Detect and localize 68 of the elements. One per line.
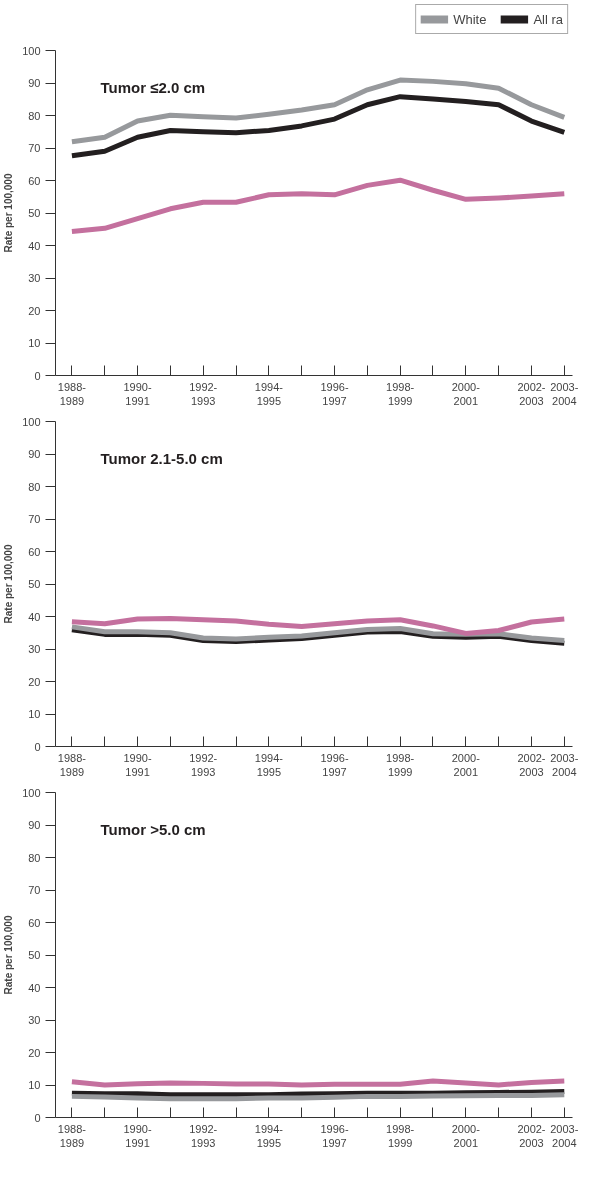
x-tick-label: 2003-2004 (550, 380, 579, 407)
y-tick-label: 40 (28, 610, 41, 623)
legend-label: All ra (533, 11, 563, 27)
x-tick-label: 1998-1999 (386, 380, 415, 407)
y-tick-label: 50 (28, 578, 41, 590)
x-tick-label: 1992-1993 (189, 1122, 218, 1149)
y-tick-label: 10 (28, 708, 41, 720)
x-tick-label: 1998-1999 (386, 1122, 415, 1149)
x-tick-label: 2002-2003 (517, 751, 546, 778)
x-tick-label: 1994-1995 (254, 1122, 284, 1149)
y-tick-label: 70 (28, 513, 41, 525)
y-tick-label: 30 (28, 272, 41, 284)
x-tick-label: 1994-1995 (254, 751, 284, 778)
text: Tumor >5.0 cm (100, 820, 206, 838)
legend-label: White (453, 11, 487, 27)
y-axis-title: Rate per 100,000 (3, 173, 15, 253)
y-tick-label: 50 (28, 207, 41, 219)
y-tick-label: 30 (28, 643, 41, 655)
x-tick-label: 2000-2001 (451, 380, 481, 407)
x-tick-label: 2003-2004 (550, 751, 579, 778)
y-tick-label: 20 (28, 304, 41, 317)
x-tick-label: 1990-1991 (123, 1122, 152, 1149)
y-tick-label: 100 (22, 786, 41, 799)
x-tick-label: 1992-1993 (189, 380, 218, 407)
y-tick-label: 50 (28, 949, 41, 961)
x-tick-label: 1988-1989 (57, 1122, 87, 1149)
x-tick-label: 1996-1997 (320, 1122, 349, 1149)
y-tick-label: 40 (28, 239, 41, 252)
y-tick-label: 60 (28, 916, 41, 929)
x-tick-label: 1994-1995 (254, 380, 284, 407)
x-tick-label: 1992-1993 (189, 751, 218, 778)
y-tick-label: 70 (28, 884, 41, 896)
y-tick-label: 80 (28, 851, 41, 864)
y-tick-label: 30 (28, 1014, 41, 1026)
text: Tumor ≤2.0 cm (100, 78, 206, 96)
x-tick-label: 1996-1997 (320, 751, 349, 778)
x-tick-label: 1998-1999 (386, 751, 415, 778)
y-tick-label: 80 (28, 480, 41, 493)
y-tick-label: 60 (28, 545, 41, 558)
x-tick-label: 1988-1989 (57, 380, 87, 407)
text: Tumor 2.1-5.0 cm (100, 449, 223, 467)
x-tick-label: 2002-2003 (517, 1122, 546, 1149)
y-tick-label: 0 (34, 1111, 41, 1124)
x-tick-label: 2002-2003 (517, 380, 546, 407)
x-tick-label: 1988-1989 (57, 751, 87, 778)
y-tick-label: 90 (28, 819, 41, 831)
y-tick-label: 70 (28, 142, 41, 154)
x-tick-label: 1996-1997 (320, 380, 349, 407)
y-tick-label: 0 (34, 369, 41, 382)
x-tick-label: 2000-2001 (451, 1122, 481, 1149)
x-tick-label: 2003-2004 (550, 1122, 579, 1149)
y-tick-label: 40 (28, 981, 41, 994)
y-tick-label: 10 (28, 1079, 41, 1091)
y-tick-label: 20 (28, 1046, 41, 1059)
y-axis-title: Rate per 100,000 (3, 544, 15, 624)
y-tick-label: 80 (28, 109, 41, 122)
y-tick-label: 60 (28, 174, 41, 187)
y-axis-title: Rate per 100,000 (3, 915, 15, 995)
y-tick-label: 100 (22, 44, 41, 57)
y-tick-label: 100 (22, 415, 41, 428)
y-tick-label: 90 (28, 448, 41, 460)
x-tick-label: 1990-1991 (123, 380, 152, 407)
y-tick-label: 20 (28, 675, 41, 688)
y-tick-label: 90 (28, 77, 41, 89)
x-tick-label: 1990-1991 (123, 751, 152, 778)
y-tick-label: 10 (28, 337, 41, 349)
x-tick-label: 2000-2001 (451, 751, 481, 778)
y-tick-label: 0 (34, 740, 41, 753)
